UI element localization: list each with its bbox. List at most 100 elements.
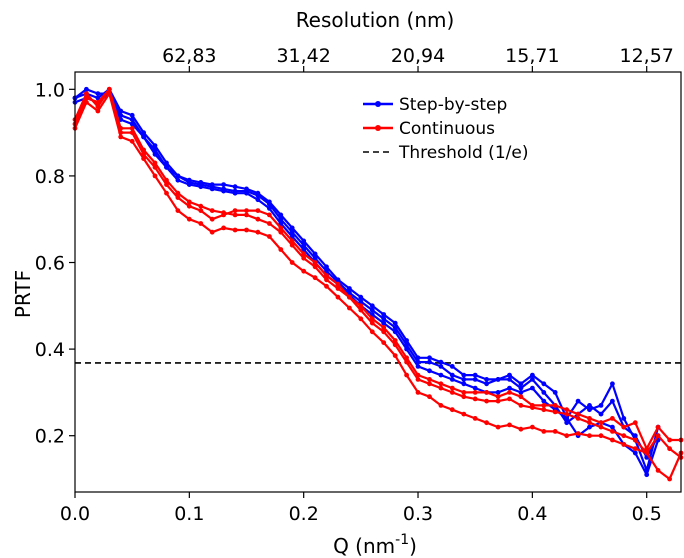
data-point bbox=[598, 433, 604, 439]
data-point bbox=[507, 385, 512, 391]
data-point bbox=[267, 234, 272, 239]
data-point bbox=[289, 242, 295, 248]
x-axis-ticks: 0.0 0.1 0.2 0.3 0.4 0.5 bbox=[60, 492, 662, 525]
data-point bbox=[164, 164, 169, 170]
data-point bbox=[175, 208, 181, 214]
series-line bbox=[74, 92, 660, 459]
data-point bbox=[667, 437, 672, 443]
data-point bbox=[358, 307, 364, 313]
data-point bbox=[621, 416, 627, 421]
data-point bbox=[84, 95, 89, 101]
data-point bbox=[232, 212, 238, 218]
data-point bbox=[186, 182, 192, 188]
data-point bbox=[484, 398, 489, 404]
data-point bbox=[198, 221, 204, 226]
data-point bbox=[289, 229, 295, 235]
data-point bbox=[358, 294, 364, 300]
data-point bbox=[392, 325, 398, 330]
data-point bbox=[427, 377, 432, 382]
data-point bbox=[507, 422, 512, 428]
data-point bbox=[198, 208, 204, 214]
legend-step-label: Step-by-step bbox=[399, 95, 507, 115]
data-point bbox=[84, 99, 89, 105]
data-point bbox=[541, 429, 547, 434]
y-tick-label: 0.6 bbox=[35, 253, 65, 275]
data-point bbox=[632, 450, 638, 456]
data-point bbox=[278, 225, 284, 231]
y-tick-label: 1.0 bbox=[35, 79, 65, 101]
series-6 bbox=[72, 91, 684, 482]
data-point bbox=[152, 143, 158, 149]
series-line bbox=[73, 88, 682, 459]
series-5 bbox=[72, 86, 684, 460]
data-point bbox=[530, 385, 535, 391]
data-point bbox=[564, 416, 570, 421]
data-point bbox=[610, 398, 615, 404]
data-point bbox=[415, 377, 421, 382]
data-point bbox=[232, 190, 238, 196]
data-point bbox=[541, 403, 547, 408]
data-point bbox=[427, 394, 432, 400]
data-point bbox=[289, 225, 295, 231]
data-point bbox=[369, 316, 375, 322]
data-point bbox=[221, 225, 227, 231]
data-point bbox=[587, 433, 592, 439]
data-point bbox=[175, 173, 181, 179]
y-axis-title: PRTF bbox=[11, 270, 35, 318]
series-1 bbox=[72, 86, 661, 473]
data-point bbox=[449, 377, 455, 382]
data-point bbox=[598, 424, 604, 430]
data-point bbox=[644, 450, 650, 456]
data-point bbox=[152, 151, 158, 157]
series-4 bbox=[72, 86, 684, 452]
data-point bbox=[381, 312, 387, 317]
data-point bbox=[507, 390, 512, 395]
data-point bbox=[667, 446, 672, 452]
x-tick-label: 0.1 bbox=[174, 503, 204, 525]
data-point bbox=[484, 381, 489, 387]
data-point bbox=[438, 364, 444, 369]
data-point bbox=[358, 303, 364, 309]
data-point bbox=[209, 186, 215, 192]
data-point bbox=[381, 316, 387, 322]
data-point bbox=[324, 277, 329, 283]
data-point bbox=[484, 377, 489, 382]
data-point bbox=[404, 359, 409, 365]
data-point bbox=[564, 433, 570, 439]
data-point bbox=[438, 385, 444, 391]
x-tick-label: 0.3 bbox=[403, 503, 433, 525]
data-point bbox=[587, 420, 592, 426]
data-point bbox=[655, 468, 661, 473]
data-point bbox=[106, 86, 112, 92]
data-point bbox=[610, 429, 615, 434]
data-point bbox=[449, 385, 455, 391]
data-point bbox=[118, 112, 124, 118]
data-point bbox=[632, 437, 638, 443]
data-point bbox=[461, 372, 467, 378]
data-point bbox=[632, 420, 638, 426]
data-point bbox=[495, 394, 501, 400]
data-point bbox=[278, 247, 284, 252]
data-point bbox=[472, 385, 478, 391]
data-point bbox=[255, 216, 261, 222]
data-point bbox=[655, 433, 661, 439]
data-point bbox=[347, 294, 352, 300]
data-point bbox=[564, 411, 570, 417]
data-point bbox=[541, 381, 547, 387]
data-point bbox=[461, 390, 467, 395]
data-point bbox=[369, 329, 375, 335]
data-point bbox=[141, 156, 147, 162]
data-point bbox=[118, 134, 124, 140]
series-2 bbox=[72, 91, 661, 460]
data-point bbox=[267, 212, 272, 218]
data-point bbox=[415, 390, 421, 395]
data-point bbox=[610, 424, 615, 430]
data-point bbox=[427, 381, 432, 387]
data-point bbox=[472, 416, 478, 421]
data-point bbox=[312, 275, 318, 281]
data-point bbox=[369, 303, 375, 309]
data-point bbox=[301, 247, 307, 252]
data-point bbox=[129, 112, 135, 118]
data-point bbox=[267, 201, 272, 207]
